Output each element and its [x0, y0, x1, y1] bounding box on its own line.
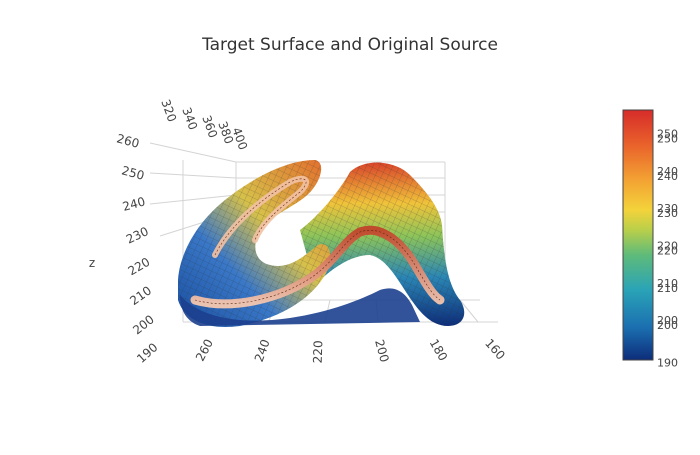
colorbar-bar — [622, 109, 654, 361]
surface-base — [180, 288, 420, 326]
x-tick-260: 260 — [193, 337, 216, 364]
colorbar-tick-label: 230 — [657, 202, 678, 215]
colorbar-tick-label: 230 — [657, 207, 678, 220]
z-axis: z 260 250 240 230 220 210 200 190 — [89, 131, 161, 365]
z-tick-190: 190 — [134, 340, 160, 366]
z-tick-210: 210 — [127, 283, 154, 308]
z-axis-title: z — [89, 256, 95, 270]
x-tick-180: 180 — [427, 337, 451, 364]
x-tick-240: 240 — [252, 337, 273, 363]
colorbar-tick-label: 240 — [657, 165, 678, 178]
chart-title: Target Surface and Original Source — [201, 35, 498, 55]
z-tick-220: 220 — [126, 255, 153, 279]
x-tick-160: 160 — [482, 336, 508, 362]
x-axis: 260 240 220 200 180 160 — [193, 336, 508, 364]
original-source — [190, 175, 445, 309]
z-tick-240: 240 — [121, 194, 147, 213]
colorbar-tick-label: 250 — [657, 133, 678, 146]
colorbar-tick-label: 210 — [657, 282, 678, 295]
z-tick-200: 200 — [130, 312, 157, 337]
colorbar-tick-label: 240 — [657, 170, 678, 183]
colorbar-tick-label: 200 — [657, 314, 678, 327]
z-tick-250: 250 — [120, 163, 146, 182]
x-tick-220: 220 — [311, 340, 326, 363]
x-tick-200: 200 — [372, 338, 391, 364]
colorbar-tick-label: 220 — [657, 240, 678, 253]
colorbar-tick-label: 210 — [657, 277, 678, 290]
z-tick-230: 230 — [124, 224, 151, 246]
z-tick-260: 260 — [115, 131, 141, 150]
colorbar-tick-label: 190 — [657, 357, 678, 370]
y-tick-320: 320 — [158, 97, 179, 123]
y-tick-340: 340 — [179, 105, 200, 131]
colorbar-tick-label: 200 — [657, 319, 678, 332]
y-tick-400: 400 — [229, 125, 250, 151]
colorbar-tick-label: 250 — [657, 128, 678, 141]
source-ridge — [190, 225, 445, 309]
y-axis: 320 340 360 380 400 — [158, 97, 250, 151]
colorbar-tick-label: 220 — [657, 245, 678, 258]
